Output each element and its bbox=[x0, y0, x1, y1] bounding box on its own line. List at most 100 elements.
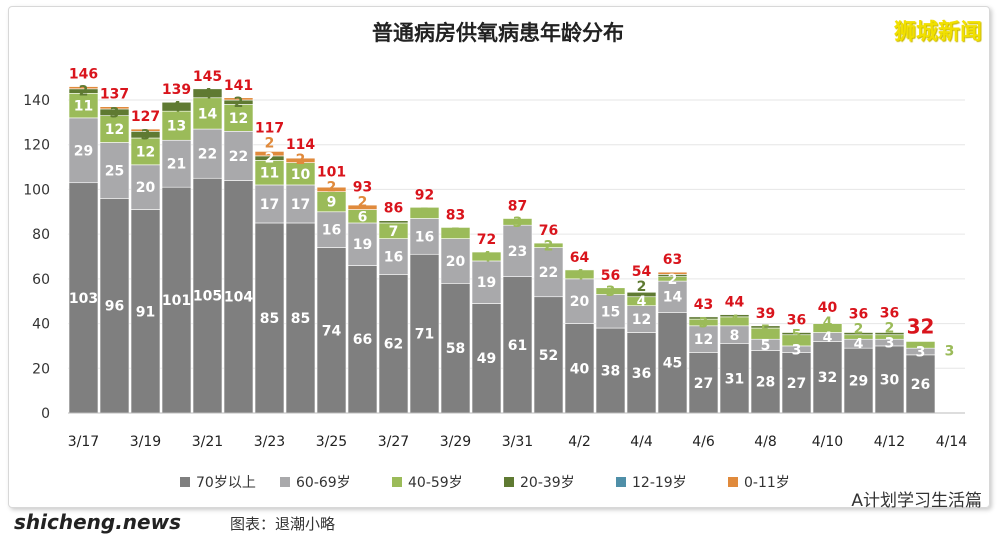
total-label: 87 bbox=[508, 198, 527, 214]
segment-label: 4 bbox=[203, 86, 213, 102]
x-tick-label: 3/21 bbox=[192, 434, 223, 450]
segment-label: 22 bbox=[198, 147, 217, 163]
segment-label: 58 bbox=[446, 341, 465, 357]
segment-label: 4 bbox=[854, 337, 864, 353]
y-tick-label: 120 bbox=[23, 138, 50, 154]
bar-segment bbox=[161, 139, 192, 188]
bar-segment bbox=[750, 325, 781, 329]
segment-label: 31 bbox=[725, 371, 744, 387]
legend-label: 70岁以上 bbox=[196, 475, 256, 491]
bar-segment bbox=[347, 204, 378, 210]
legend-label: 0-11岁 bbox=[744, 475, 790, 491]
segment-label: 20 bbox=[570, 294, 590, 310]
total-label: 64 bbox=[570, 250, 590, 266]
total-label: 39 bbox=[756, 306, 775, 322]
segment-label: 6 bbox=[358, 209, 368, 225]
total-label: 40 bbox=[818, 300, 838, 316]
bar-segment bbox=[161, 101, 192, 112]
segment-label: 21 bbox=[167, 157, 186, 173]
bar-segment bbox=[564, 278, 595, 324]
segment-label: 15 bbox=[601, 304, 620, 320]
segment-label: 4 bbox=[482, 250, 492, 266]
bar-segment bbox=[223, 97, 254, 101]
bar-segment bbox=[409, 218, 440, 255]
total-label: 32 bbox=[907, 314, 935, 338]
bar-segment bbox=[130, 128, 161, 132]
bar-segment bbox=[874, 332, 905, 336]
bar-segment bbox=[347, 265, 378, 414]
segment-label: 4 bbox=[637, 294, 647, 310]
bar-segment bbox=[99, 106, 130, 110]
segment-label: 38 bbox=[601, 364, 620, 380]
segment-label: 32 bbox=[818, 370, 837, 386]
bar-segment bbox=[626, 305, 657, 333]
bar-segment bbox=[502, 224, 533, 277]
bar-segment bbox=[719, 343, 750, 414]
segment-label: 104 bbox=[224, 290, 253, 306]
legend-label: 12-19岁 bbox=[632, 475, 687, 491]
bar-segment bbox=[68, 92, 99, 119]
segment-label: 12 bbox=[136, 144, 155, 160]
chart-title: 普通病房供氧病患年龄分布 bbox=[372, 21, 624, 45]
bar-segment bbox=[192, 128, 223, 179]
bar-segment bbox=[843, 332, 874, 336]
legend-label: 60-69岁 bbox=[296, 475, 351, 491]
segment-callout-label: 3 bbox=[945, 343, 955, 359]
segment-label: 16 bbox=[415, 229, 434, 245]
bar-segment bbox=[130, 164, 161, 210]
segment-label: 3 bbox=[792, 342, 802, 358]
total-label: 93 bbox=[353, 179, 372, 195]
segment-label: 3 bbox=[916, 345, 926, 361]
bar-segment bbox=[378, 220, 409, 224]
segment-label: 5 bbox=[761, 323, 771, 339]
bar-segment bbox=[688, 316, 719, 320]
segment-label: 3 bbox=[513, 215, 523, 231]
bar-segment bbox=[905, 354, 936, 414]
segment-label: 22 bbox=[229, 149, 248, 165]
x-tick-label: 4/14 bbox=[936, 434, 968, 450]
segment-label: 4 bbox=[823, 315, 833, 331]
legend-swatch bbox=[280, 477, 290, 487]
bar-segment bbox=[68, 117, 99, 184]
segment-label: 14 bbox=[198, 106, 218, 122]
total-label: 92 bbox=[415, 187, 434, 203]
total-label: 127 bbox=[131, 109, 160, 125]
segment-label: 85 bbox=[291, 311, 310, 327]
segment-label: 40 bbox=[570, 361, 590, 377]
segment-label: 105 bbox=[193, 289, 222, 305]
bar-segment bbox=[533, 296, 564, 414]
bar-segment bbox=[905, 341, 936, 349]
segment-label: 2 bbox=[885, 321, 895, 337]
segment-label: 11 bbox=[74, 99, 93, 115]
bar-segment bbox=[595, 287, 626, 295]
site-watermark: shicheng.news bbox=[14, 510, 181, 534]
bar-segment bbox=[626, 291, 657, 298]
bar-segment bbox=[781, 332, 812, 336]
segment-label: 26 bbox=[911, 377, 930, 393]
x-tick-label: 4/10 bbox=[812, 434, 843, 450]
bar-segment bbox=[254, 151, 285, 157]
segment-label: 12 bbox=[632, 312, 651, 328]
legend-swatch bbox=[392, 477, 402, 487]
segment-label: 2 bbox=[668, 272, 678, 288]
segment-label: 5 bbox=[420, 206, 430, 222]
total-label: 63 bbox=[663, 252, 682, 268]
total-label: 36 bbox=[849, 307, 868, 323]
segment-label: 9 bbox=[327, 195, 337, 211]
segment-label: 3 bbox=[699, 315, 709, 331]
bar-segment bbox=[223, 104, 254, 132]
segment-label: 10 bbox=[291, 167, 311, 183]
segment-label: 13 bbox=[167, 119, 186, 135]
bar-segment bbox=[378, 238, 409, 275]
x-tick-label: 3/17 bbox=[68, 434, 99, 450]
segment-label: 4 bbox=[730, 313, 740, 329]
bar-segment bbox=[502, 276, 533, 414]
segment-label: 7 bbox=[389, 224, 399, 240]
bar-segment bbox=[68, 86, 99, 90]
total-label: 43 bbox=[694, 297, 713, 313]
segment-label: 96 bbox=[105, 299, 124, 315]
bar-segment bbox=[657, 280, 688, 313]
segment-label: 5 bbox=[451, 226, 461, 242]
segment-label: 4 bbox=[575, 267, 585, 283]
bar-segment bbox=[223, 180, 254, 414]
